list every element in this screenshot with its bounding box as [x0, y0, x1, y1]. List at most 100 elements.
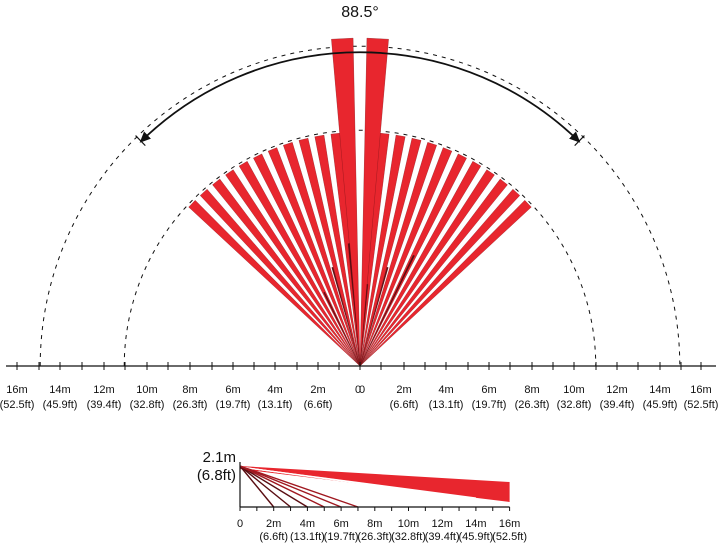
top-left-scale-feet-label: (45.9ft): [43, 399, 78, 411]
arrow-boundary-tick: [135, 135, 146, 147]
beam-short-range: [347, 243, 361, 367]
beam-zone-right: [359, 200, 532, 367]
beam-zone-right: [359, 134, 406, 367]
top-right-scale-feet-label: (6.6ft): [390, 399, 419, 411]
beam-zone-left: [188, 200, 361, 367]
beam-short-range: [359, 284, 369, 367]
side-scale-meters-label: 12m: [431, 518, 452, 530]
detection-beams: [188, 37, 532, 367]
beam-long-range-right: [359, 37, 389, 367]
beam-zone-right: [359, 188, 521, 367]
top-left-scale-meters-label: 12m: [93, 384, 114, 396]
top-right-scale-feet-label: (19.7ft): [472, 399, 507, 411]
top-left-scale-feet-label: (13.1ft): [258, 399, 293, 411]
beam-zone-left: [267, 147, 361, 367]
side-scale-meters-label: 8m: [367, 518, 382, 530]
coverage-angle-arrow: [135, 51, 585, 147]
top-right-scale-meters-label: 6m: [481, 384, 496, 396]
side-scale-feet-label: (45.9ft): [458, 531, 493, 543]
top-right-scale-meters-label: 10m: [563, 384, 584, 396]
side-scale-meters-label: 16m: [499, 518, 520, 530]
side-view-beams: [239, 465, 510, 508]
top-left-scale-feet-label: (19.7ft): [216, 399, 251, 411]
side-beam-short: [239, 465, 291, 508]
top-right-scale-meters-label: 12m: [606, 384, 627, 396]
beam-zone-left: [314, 134, 361, 367]
top-left-scale-feet-label: (32.8ft): [130, 399, 165, 411]
arc-range-inner: [123, 129, 597, 367]
top-left-scale-meters-label: 4m: [267, 384, 282, 396]
side-scale-feet-label: (32.8ft): [391, 531, 426, 543]
top-left-scale-meters-label: 14m: [49, 384, 70, 396]
beam-short-range: [323, 291, 361, 367]
beam-zone-right: [359, 169, 495, 367]
top-left-scale-meters-label: 10m: [136, 384, 157, 396]
side-beam-short: [239, 465, 325, 508]
arrow-arc-right: [568, 131, 581, 143]
side-scale-feet-label: (52.5ft): [492, 531, 527, 543]
side-scale-meters-label: 0: [237, 518, 243, 530]
side-scale-feet-label: (26.3ft): [357, 531, 392, 543]
mount-height-label: 2.1m: [203, 449, 236, 466]
arrow-boundary-tick: [574, 135, 585, 147]
beam-zone-left: [212, 178, 361, 367]
beam-zone-left: [225, 169, 361, 367]
top-right-scale-feet-label: (39.4ft): [600, 399, 635, 411]
top-left-scale-feet-label: (6.6ft): [304, 399, 333, 411]
top-right-scale-meters-label: 0: [359, 384, 365, 396]
beam-zone-left: [298, 138, 361, 367]
side-beam-short: [239, 465, 275, 508]
arrow-arc-left: [139, 51, 580, 143]
top-right-scale-meters-label: 2m: [396, 384, 411, 396]
coverage-angle-label: 88.5°: [341, 4, 379, 21]
beam-short-range: [359, 254, 415, 367]
top-right-scale-meters-label: 14m: [649, 384, 670, 396]
side-scale-meters-label: 10m: [398, 518, 419, 530]
beam-short-range: [359, 266, 389, 367]
top-right-scale-feet-label: (13.1ft): [429, 399, 464, 411]
top-view-distance-axis: 16m (52.5ft) 14m (45.9ft) 12m (39.4ft) 10m (32.…: [0, 362, 718, 411]
side-beam-short: [239, 465, 359, 508]
top-right-scale-meters-label: 16m: [690, 384, 711, 396]
top-left-scale-meters-label: 16m: [6, 384, 27, 396]
beam-zone-left: [238, 161, 361, 367]
beam-zone-right: [359, 142, 437, 367]
top-left-scale-meters-label: 0: [355, 384, 361, 396]
top-left-scale-feet-label: (39.4ft): [87, 399, 122, 411]
side-view-pattern: 2.1m (6.8ft) 0 2m(6.6ft) 4m(13.1ft) 6m(19.7…: [197, 449, 527, 543]
top-left-scale-meters-label: 6m: [225, 384, 240, 396]
beam-zone-right: [359, 161, 482, 367]
side-scale-meters-label: 6m: [333, 518, 348, 530]
mount-height-ft-label: (6.8ft): [197, 467, 236, 484]
side-scale-feet-label: (39.4ft): [425, 531, 460, 543]
beam-zone-left: [253, 153, 361, 367]
side-beam-short: [239, 465, 342, 508]
side-scale-feet-label: (13.1ft): [290, 531, 325, 543]
beam-zone-right: [359, 178, 508, 367]
top-left-scale-feet-label: (52.5ft): [0, 399, 34, 411]
side-scale-meters-label: 14m: [465, 518, 486, 530]
side-scale-meters-label: 2m: [266, 518, 281, 530]
top-right-scale-feet-label: (32.8ft): [557, 399, 592, 411]
beam-short-range: [331, 266, 361, 367]
beam-zone-left: [199, 188, 361, 367]
side-view-distance-axis: 0 2m(6.6ft) 4m(13.1ft) 6m(19.7ft) 8m(26.3ft)…: [237, 462, 527, 543]
range-arcs: [39, 45, 681, 367]
top-right-scale-feet-label: (26.3ft): [515, 399, 550, 411]
beam-zone-left: [283, 142, 361, 367]
side-scale-feet-label: (19.7ft): [324, 531, 359, 543]
top-view-pattern: 88.5° 16m(52.5ft)14m(45.9ft)12m(39.4ft)1…: [0, 4, 718, 411]
top-left-scale-meters-label: 2m: [310, 384, 325, 396]
top-right-scale-feet-label: (52.5ft): [684, 399, 719, 411]
side-scale-meters-label: 4m: [300, 518, 315, 530]
top-right-scale-feet-label: (45.9ft): [643, 399, 678, 411]
beam-zone-right: [359, 138, 422, 367]
beam-zone-right: [359, 153, 467, 367]
side-beam-gap: [239, 466, 476, 499]
side-beam-short: [239, 465, 308, 508]
top-right-scale-meters-label: 4m: [438, 384, 453, 396]
top-left-scale-feet-label: (26.3ft): [173, 399, 208, 411]
arc-range-outer: [39, 45, 681, 367]
top-left-scale-meters-label: 8m: [182, 384, 197, 396]
